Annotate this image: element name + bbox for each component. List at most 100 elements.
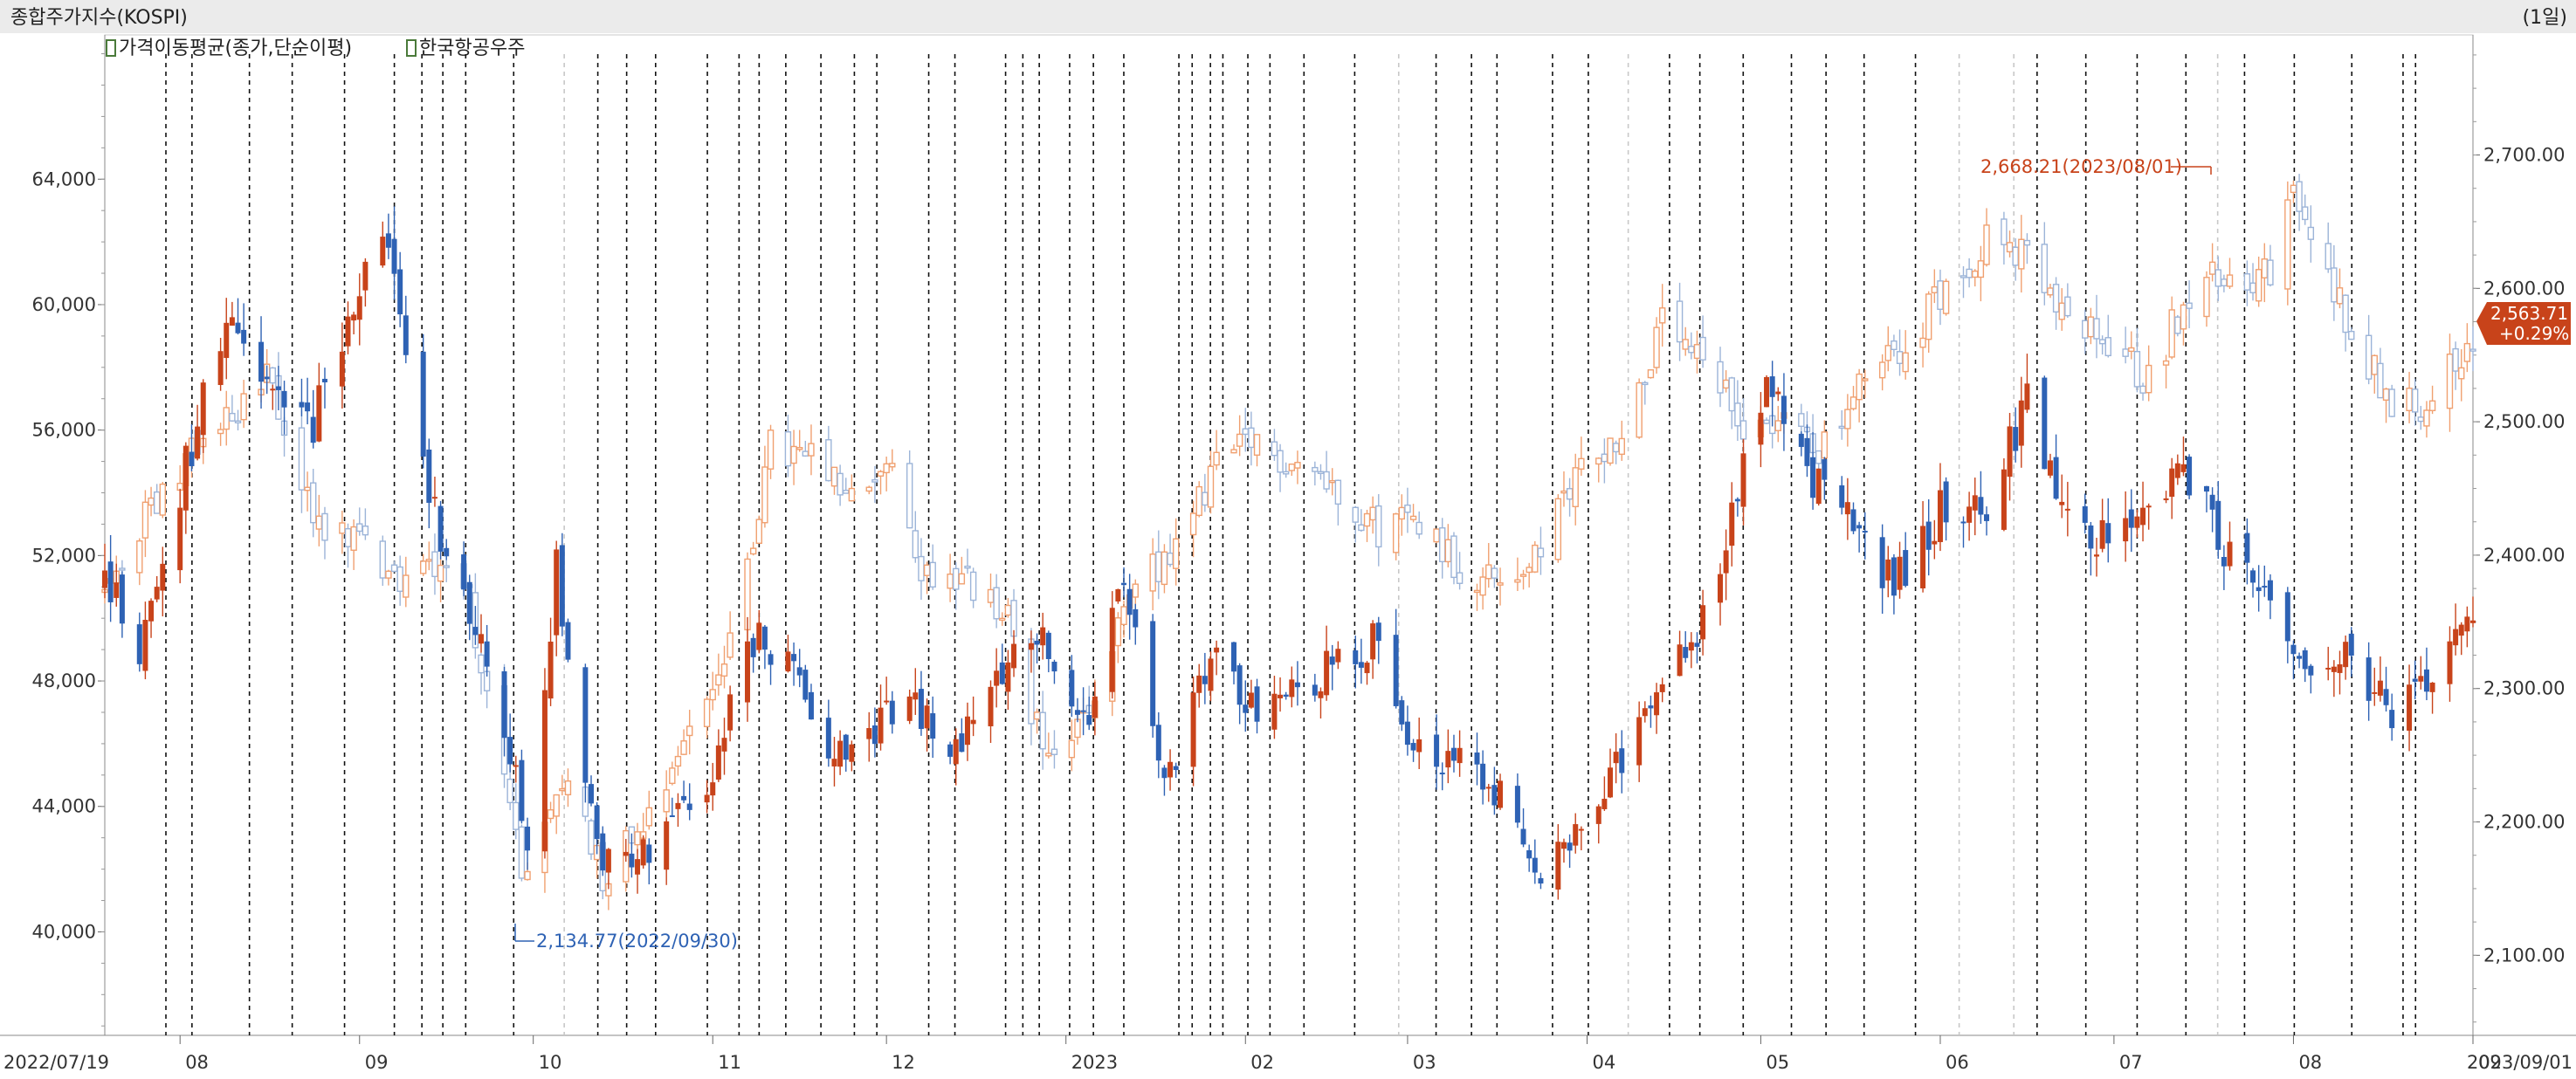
legend: 가격이동평균(종가,단순이평) 한국항공우주 (106, 38, 525, 59)
legend-item-stock[interactable]: 한국항공우주 (406, 38, 525, 59)
stock-candle-body (513, 765, 519, 767)
legend-label-stock: 한국항공우주 (419, 38, 525, 59)
kospi-candle-body (767, 430, 775, 470)
stock-candle-body (1208, 658, 1214, 691)
kospi-candle-body (1966, 268, 1973, 278)
stock-candle-body (646, 844, 652, 863)
right-axis-tick-label: 2,500.00 (2483, 411, 2566, 432)
kospi-candle-body (964, 565, 971, 569)
kospi-candle-body (1415, 521, 1422, 535)
kospi-candle-body (1942, 280, 1950, 314)
kospi-candle-body (1433, 528, 1440, 543)
kospi-candle-body (2365, 334, 2373, 380)
kospi-candle-body (1242, 428, 1249, 436)
stock-candle-body (1271, 693, 1278, 730)
kospi-candle-body (1404, 504, 1411, 513)
kospi-candle-body (1294, 462, 1301, 469)
kospi-candle-body (2087, 316, 2095, 338)
stock-candle-body (2203, 485, 2209, 492)
x-axis-tick-label: 08 (185, 1052, 209, 1073)
chart-period[interactable]: (1일) (2523, 7, 2567, 29)
x-axis-tick-label: 2022/07/19 (3, 1052, 109, 1073)
stock-candle-body (721, 738, 727, 752)
kospi-candle-body (1375, 505, 1382, 548)
kospi-candle-body (1983, 224, 1990, 265)
stock-candle-body (1839, 485, 1845, 508)
legend-label-moving-average: 가격이동평균(종가,단순이평) (119, 38, 352, 59)
kospi-candle-body (148, 497, 155, 506)
kospi-candle-body (547, 809, 554, 820)
stock-candle-body (2267, 580, 2273, 601)
stock-candle-body (1659, 684, 1665, 692)
kospi-candle-body (1977, 260, 1985, 278)
stock-candle-body (878, 707, 884, 744)
stock-candle-body (2244, 533, 2250, 563)
stock-candle-body (1775, 391, 1781, 395)
stock-candle-body (1045, 632, 1051, 659)
stock-candle-body (1370, 623, 1376, 660)
stock-candle-body (1734, 498, 1740, 502)
stock-candle-body (1769, 376, 1775, 397)
stock-candle-body (1485, 787, 1491, 789)
legend-item-moving-average[interactable]: 가격이동평균(종가,단순이평) (106, 38, 352, 59)
stock-candle-body (1903, 550, 1909, 587)
stock-candle-body (1080, 710, 1086, 712)
stock-candle-body (1173, 766, 1179, 771)
stock-candle-body (2297, 656, 2303, 659)
stock-candle-body (1329, 656, 1335, 665)
kospi-candle-body (1439, 527, 1446, 563)
stock-candle-body (1740, 453, 1746, 507)
kospi-candle-body (2296, 181, 2303, 212)
stock-candle-body (385, 233, 391, 248)
kospi-candle-body (715, 674, 722, 686)
stock-candle-body (177, 507, 183, 571)
stock-candle-body (1567, 842, 1573, 851)
stock-candle-body (681, 795, 687, 801)
kospi-candle-body (1937, 280, 1944, 310)
kospi-candle-body (2452, 347, 2459, 372)
stock-candle-body (2140, 507, 2146, 526)
kospi-candle-body (1739, 420, 1747, 440)
stock-candle-body (345, 316, 351, 347)
kospi-candle-body (1653, 326, 1660, 368)
kospi-candle-body (2047, 287, 2054, 296)
kospi-candle-body (1607, 437, 1614, 464)
stock-candle-body (541, 690, 548, 852)
kospi-candle-body (1202, 491, 1209, 506)
kospi-candle-body (1398, 506, 1406, 520)
kospi-candle-body (2331, 267, 2338, 303)
stock-candle-body (629, 853, 635, 868)
low-annotation: 2,134.77(2022/09/30) (514, 924, 738, 952)
kospi-candle-body (553, 794, 560, 817)
stock-candle-body (466, 581, 472, 624)
stock-candle-body (1150, 621, 1156, 726)
kospi-candle-body (2255, 269, 2263, 302)
stock-candle-body (704, 794, 710, 803)
right-axis-tick-label: 2,200.00 (2483, 812, 2566, 833)
stock-candle-body (930, 713, 936, 739)
kospi-candle-body (634, 831, 641, 846)
stock-candle-body (2366, 657, 2372, 701)
stock-candle-body (837, 740, 844, 767)
stock-candle-body (2059, 501, 2065, 505)
kospi-candle-body (513, 801, 520, 830)
stock-candle-body (2064, 508, 2070, 511)
stock-candle-body (669, 814, 675, 817)
stock-candle-body (2423, 669, 2429, 692)
kospi-candle-body (2342, 294, 2349, 333)
stock-candle-body (1764, 376, 1770, 408)
stock-candle-body (339, 351, 345, 387)
current-price-badge: 2,563.71 +0.29% (2476, 302, 2571, 345)
stock-candle-body (2284, 592, 2290, 642)
stock-candle-body (1236, 665, 1243, 705)
kospi-candle-body (2064, 296, 2071, 317)
kospi-candle-body (2428, 400, 2436, 411)
kospi-candle-body (680, 740, 687, 755)
stock-candle-body (1358, 662, 1364, 668)
kospi-candle-body (1114, 617, 1122, 647)
kospi-candle-body (1236, 433, 1243, 447)
stock-candle-body (2013, 427, 2019, 451)
kospi-candle-body (1560, 490, 1567, 494)
kospi-candle-body (755, 519, 762, 545)
